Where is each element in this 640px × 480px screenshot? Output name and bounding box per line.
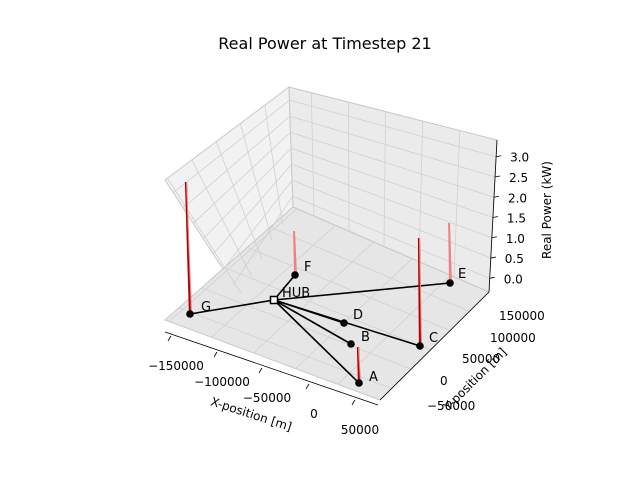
x-tick-mark — [258, 367, 263, 374]
z-tick-mark — [492, 216, 498, 218]
z-tick-label: 1.0 — [506, 232, 525, 246]
node-label: D — [353, 308, 363, 323]
z-axis-label: Real Power (kW) — [540, 161, 554, 259]
node-label: G — [201, 300, 211, 315]
node-marker — [355, 379, 363, 387]
network-edge — [273, 299, 345, 324]
node-marker — [291, 271, 299, 279]
network-edge — [273, 299, 360, 384]
z-tick-mark — [489, 276, 495, 279]
power-stem-highlight — [419, 237, 422, 347]
grid-line — [211, 225, 336, 338]
grid-line — [178, 307, 392, 389]
z-tick-label: 1.5 — [507, 212, 526, 226]
x-tick-mark — [351, 399, 356, 406]
z-tick-mark — [496, 155, 502, 158]
x-tick-mark — [305, 383, 310, 390]
y-tick-label: −50000 — [427, 399, 475, 413]
power-stem-highlight — [294, 230, 297, 276]
network: A B C D E F G HUB — [184, 181, 466, 387]
y-tick-label: 100000 — [490, 331, 536, 345]
axis-lines — [164, 139, 498, 406]
y-tick-label: 0 — [440, 374, 448, 388]
x-tick-label: −50000 — [243, 391, 291, 405]
grid-line — [201, 287, 412, 370]
z-tick-label: 2.0 — [508, 191, 527, 205]
grid-line — [173, 99, 497, 193]
power-stem — [184, 181, 192, 315]
node-marker — [186, 310, 194, 318]
x-tick-label: 50000 — [341, 423, 379, 437]
node-label: E — [458, 267, 466, 282]
y-tick-label: 50000 — [462, 352, 500, 366]
grid-line — [182, 115, 496, 209]
grid-line — [222, 179, 491, 270]
grid-line — [192, 131, 495, 224]
z-tick-mark — [493, 195, 500, 198]
node-marker — [347, 340, 355, 348]
grid-line — [232, 195, 490, 285]
hub-marker — [269, 295, 279, 305]
grid-line — [239, 123, 273, 242]
x-axis-line — [164, 331, 379, 406]
grid-line — [202, 147, 494, 239]
node-label: B — [361, 330, 370, 345]
grid-line — [224, 267, 431, 351]
z-tick-label: 2.5 — [509, 171, 528, 185]
z-axis-line — [488, 139, 498, 293]
x-tick-mark — [213, 351, 218, 358]
power-stem — [417, 237, 422, 347]
node-label: F — [304, 260, 311, 275]
z-tick-mark — [491, 236, 497, 239]
power-stem — [448, 222, 451, 284]
grid-line — [269, 226, 470, 312]
grid-line — [264, 105, 284, 225]
x-tick-label: 0 — [310, 407, 318, 421]
network-edge — [273, 299, 352, 345]
network-edge — [189, 299, 275, 315]
grid-line — [337, 275, 451, 385]
x-tick-mark — [167, 335, 172, 342]
z-tick-mark — [494, 175, 501, 178]
hub-label: HUB — [282, 286, 310, 301]
chart-title: Real Power at Timestep 21 — [218, 34, 431, 53]
power-stem — [356, 346, 361, 384]
z-tick-mark — [490, 256, 496, 259]
z-tick-label: 3.0 — [510, 151, 529, 165]
power-stem-highlight — [358, 346, 361, 384]
x-tick-label: −150000 — [148, 359, 204, 373]
grid-lines — [167, 92, 497, 389]
grid-line — [253, 241, 374, 354]
y-axis-ticks: −50000 0 50000 100000 150000 — [427, 309, 545, 413]
z-axis-ticks: 0.0 0.5 1.0 1.5 2.0 2.5 3.0 — [489, 151, 529, 286]
x-axis-ticks: −150000 −100000 −50000 0 50000 — [148, 335, 379, 437]
grid-line — [212, 163, 492, 255]
node-label: A — [369, 370, 378, 385]
grid-line — [215, 141, 263, 259]
grid-line — [453, 130, 461, 277]
grid-line — [383, 111, 386, 247]
grid-line — [310, 92, 315, 217]
grid-line — [295, 258, 413, 369]
z-tick-label: 0.0 — [504, 272, 523, 286]
node-label: C — [429, 331, 438, 346]
power-stem-highlight — [449, 222, 452, 284]
grid-line — [348, 102, 350, 232]
node-marker — [340, 319, 348, 327]
grid-line — [191, 159, 252, 277]
node-marker — [416, 342, 424, 350]
grid-line — [167, 177, 242, 294]
y-tick-label: 150000 — [499, 309, 545, 323]
x-tick-label: −100000 — [194, 375, 250, 389]
power-stem-highlight — [186, 181, 192, 315]
node-marker — [446, 279, 454, 287]
grid-line — [247, 246, 451, 331]
power-stem — [293, 230, 296, 276]
z-tick-label: 0.5 — [505, 252, 524, 266]
y-axis-line — [379, 291, 490, 401]
